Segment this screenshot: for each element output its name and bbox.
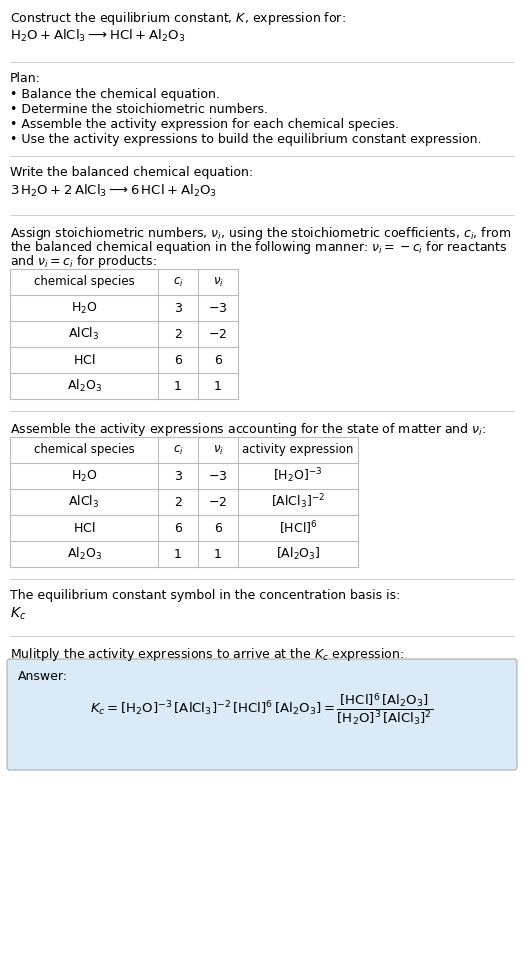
Text: $c_i$: $c_i$ <box>172 275 183 289</box>
Text: 1: 1 <box>174 548 182 560</box>
Text: $\mathrm{HCl}$: $\mathrm{HCl}$ <box>73 353 95 367</box>
Text: Mulitply the activity expressions to arrive at the $K_c$ expression:: Mulitply the activity expressions to arr… <box>10 646 405 663</box>
Text: • Use the activity expressions to build the equilibrium constant expression.: • Use the activity expressions to build … <box>10 133 482 146</box>
Text: $\mathrm{H_2O}$: $\mathrm{H_2O}$ <box>71 468 97 483</box>
Text: Plan:: Plan: <box>10 72 41 85</box>
Text: 6: 6 <box>214 522 222 534</box>
Bar <box>10 269 238 399</box>
Text: $\mathrm{Al_2O_3}$: $\mathrm{Al_2O_3}$ <box>67 546 102 562</box>
Text: 1: 1 <box>174 380 182 392</box>
Text: $\mathrm{Al_2O_3}$: $\mathrm{Al_2O_3}$ <box>67 378 102 394</box>
Text: • Determine the stoichiometric numbers.: • Determine the stoichiometric numbers. <box>10 103 268 116</box>
Text: 6: 6 <box>174 522 182 534</box>
Text: 3: 3 <box>174 301 182 315</box>
Text: chemical species: chemical species <box>34 443 134 456</box>
Text: $-3$: $-3$ <box>209 470 228 482</box>
Text: $\mathrm{H_2O + AlCl_3 \longrightarrow HCl + Al_2O_3}$: $\mathrm{H_2O + AlCl_3 \longrightarrow H… <box>10 28 185 44</box>
Text: chemical species: chemical species <box>34 275 134 289</box>
Text: 6: 6 <box>214 354 222 366</box>
Text: $-3$: $-3$ <box>209 301 228 315</box>
Text: and $\nu_i = c_i$ for products:: and $\nu_i = c_i$ for products: <box>10 253 157 270</box>
Text: $[\mathrm{HCl}]^{6}$: $[\mathrm{HCl}]^{6}$ <box>279 519 317 537</box>
Text: activity expression: activity expression <box>242 443 354 456</box>
Text: Write the balanced chemical equation:: Write the balanced chemical equation: <box>10 166 253 179</box>
Text: $\nu_i$: $\nu_i$ <box>213 443 223 456</box>
Text: $[\mathrm{Al_2O_3}]$: $[\mathrm{Al_2O_3}]$ <box>276 546 320 562</box>
Text: The equilibrium constant symbol in the concentration basis is:: The equilibrium constant symbol in the c… <box>10 589 400 602</box>
Text: Assign stoichiometric numbers, $\nu_i$, using the stoichiometric coefficients, $: Assign stoichiometric numbers, $\nu_i$, … <box>10 225 511 242</box>
Text: $[\mathrm{AlCl_3}]^{-2}$: $[\mathrm{AlCl_3}]^{-2}$ <box>271 493 325 511</box>
Text: • Balance the chemical equation.: • Balance the chemical equation. <box>10 88 220 101</box>
FancyBboxPatch shape <box>7 659 517 770</box>
Text: Answer:: Answer: <box>18 670 68 683</box>
Text: Construct the equilibrium constant, $K$, expression for:: Construct the equilibrium constant, $K$,… <box>10 10 346 27</box>
Text: • Assemble the activity expression for each chemical species.: • Assemble the activity expression for e… <box>10 118 399 131</box>
Text: $-2$: $-2$ <box>209 328 227 340</box>
Bar <box>10 437 358 567</box>
Text: 2: 2 <box>174 496 182 508</box>
Text: $\mathrm{HCl}$: $\mathrm{HCl}$ <box>73 521 95 535</box>
Text: Assemble the activity expressions accounting for the state of matter and $\nu_i$: Assemble the activity expressions accoun… <box>10 421 486 438</box>
Text: the balanced chemical equation in the following manner: $\nu_i = -c_i$ for react: the balanced chemical equation in the fo… <box>10 239 507 256</box>
Text: 1: 1 <box>214 380 222 392</box>
Text: 2: 2 <box>174 328 182 340</box>
Text: $\mathrm{AlCl_3}$: $\mathrm{AlCl_3}$ <box>69 326 100 342</box>
Text: 6: 6 <box>174 354 182 366</box>
Text: $\mathrm{H_2O}$: $\mathrm{H_2O}$ <box>71 300 97 316</box>
Text: $K_c = [\mathrm{H_2O}]^{-3}\,[\mathrm{AlCl_3}]^{-2}\,[\mathrm{HCl}]^{6}\,[\mathr: $K_c = [\mathrm{H_2O}]^{-3}\,[\mathrm{Al… <box>91 692 433 728</box>
Text: $3\,\mathrm{H_2O} + 2\,\mathrm{AlCl_3} \longrightarrow 6\,\mathrm{HCl} + \mathrm: $3\,\mathrm{H_2O} + 2\,\mathrm{AlCl_3} \… <box>10 183 217 199</box>
Text: $c_i$: $c_i$ <box>172 443 183 456</box>
Text: 3: 3 <box>174 470 182 482</box>
Text: $\nu_i$: $\nu_i$ <box>213 275 223 289</box>
Text: $\mathrm{AlCl_3}$: $\mathrm{AlCl_3}$ <box>69 494 100 510</box>
Text: 1: 1 <box>214 548 222 560</box>
Text: $[\mathrm{H_2O}]^{-3}$: $[\mathrm{H_2O}]^{-3}$ <box>274 467 323 485</box>
Text: $-2$: $-2$ <box>209 496 227 508</box>
Text: $K_c$: $K_c$ <box>10 606 26 622</box>
